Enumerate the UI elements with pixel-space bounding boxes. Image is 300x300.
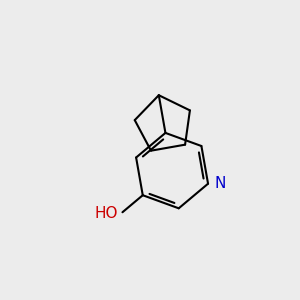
Text: N: N	[214, 176, 226, 191]
Text: HO: HO	[95, 206, 118, 221]
